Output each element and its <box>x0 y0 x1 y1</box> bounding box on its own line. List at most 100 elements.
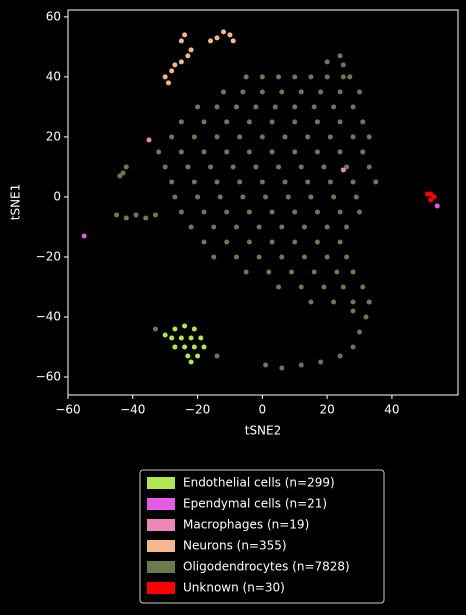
data-point <box>314 239 320 245</box>
data-point <box>269 149 275 155</box>
data-point <box>324 59 330 65</box>
data-point <box>318 359 324 365</box>
data-point <box>350 179 356 185</box>
data-point <box>208 38 214 44</box>
data-point <box>211 254 217 260</box>
data-point <box>301 224 307 230</box>
data-point <box>198 335 204 341</box>
data-point <box>143 215 149 221</box>
data-point <box>188 224 194 230</box>
data-point <box>269 209 275 215</box>
data-point <box>246 149 252 155</box>
data-point <box>152 326 158 332</box>
data-point <box>269 239 275 245</box>
data-point <box>276 284 282 290</box>
data-point <box>282 179 288 185</box>
data-point <box>243 74 249 80</box>
data-point <box>266 269 272 275</box>
data-point <box>279 365 285 371</box>
legend-label: Unknown (n=30) <box>183 581 285 595</box>
data-point <box>314 209 320 215</box>
data-point <box>292 74 298 80</box>
data-point <box>366 164 372 170</box>
data-point <box>350 269 356 275</box>
data-point <box>169 134 175 140</box>
data-point <box>214 179 220 185</box>
data-point <box>114 212 120 218</box>
data-point <box>230 164 236 170</box>
data-point <box>305 179 311 185</box>
data-point <box>292 104 298 110</box>
legend-swatch <box>147 519 175 531</box>
data-point <box>233 104 239 110</box>
data-point <box>233 254 239 260</box>
legend-label: Neurons (n=355) <box>183 539 287 553</box>
data-point <box>301 254 307 260</box>
plot-frame <box>67 9 459 396</box>
data-point <box>81 233 87 239</box>
data-point <box>246 119 252 125</box>
data-point <box>350 299 356 305</box>
data-point <box>188 335 194 341</box>
data-point <box>340 62 346 68</box>
data-point <box>298 362 304 368</box>
data-point <box>214 134 220 140</box>
data-point <box>357 89 363 95</box>
data-point <box>292 119 298 125</box>
data-point <box>337 239 343 245</box>
y-tick-label: 20 <box>46 129 61 143</box>
data-point <box>123 215 129 221</box>
data-point <box>282 134 288 140</box>
y-tick-label: −40 <box>36 309 61 323</box>
data-point <box>334 269 340 275</box>
data-point <box>340 74 346 80</box>
data-point <box>324 254 330 260</box>
data-point <box>331 299 337 305</box>
legend-box <box>139 469 385 604</box>
data-point <box>259 89 265 95</box>
data-point <box>256 254 262 260</box>
data-point <box>201 209 207 215</box>
data-point <box>259 134 265 140</box>
data-point <box>188 47 194 53</box>
data-point <box>201 239 207 245</box>
data-point <box>237 134 243 140</box>
data-point <box>227 32 233 38</box>
data-point <box>191 344 197 350</box>
data-point <box>360 119 366 125</box>
data-point <box>178 335 184 341</box>
data-point <box>314 119 320 125</box>
data-point <box>185 164 191 170</box>
data-point <box>353 194 359 200</box>
data-point <box>133 212 139 218</box>
data-point <box>340 284 346 290</box>
data-point <box>269 119 275 125</box>
data-point <box>169 335 175 341</box>
data-point <box>237 179 243 185</box>
data-point <box>434 203 440 209</box>
data-point <box>165 80 171 86</box>
data-point <box>431 194 437 200</box>
data-point <box>224 209 230 215</box>
data-point <box>201 149 207 155</box>
data-point <box>178 38 184 44</box>
y-axis-label: tSNE1 <box>9 184 23 221</box>
data-point <box>201 344 207 350</box>
data-point <box>308 74 314 80</box>
data-point <box>178 59 184 65</box>
x-tick-label: −20 <box>185 403 210 417</box>
y-tick-label: 60 <box>46 9 61 23</box>
data-point <box>428 191 434 197</box>
data-point <box>233 224 239 230</box>
data-point <box>246 209 252 215</box>
data-point <box>230 38 236 44</box>
data-point <box>360 149 366 155</box>
data-point <box>337 89 343 95</box>
data-point <box>350 134 356 140</box>
x-tick-label: 20 <box>319 403 334 417</box>
data-point <box>191 134 197 140</box>
data-point <box>246 239 252 245</box>
data-point <box>289 269 295 275</box>
data-point <box>152 212 158 218</box>
data-point <box>327 179 333 185</box>
